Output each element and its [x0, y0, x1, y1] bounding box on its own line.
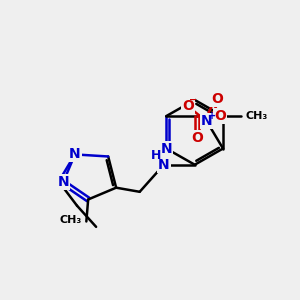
Text: −: − — [189, 95, 197, 105]
Text: CH₃: CH₃ — [60, 215, 82, 225]
Text: O: O — [182, 99, 194, 113]
Text: N: N — [69, 147, 81, 161]
Text: N: N — [57, 176, 69, 189]
Text: H: H — [150, 149, 161, 162]
Text: O: O — [191, 131, 203, 145]
Text: CH₃: CH₃ — [246, 111, 268, 121]
Text: O: O — [211, 92, 223, 106]
Text: +: + — [208, 110, 216, 121]
Text: O: O — [214, 109, 226, 123]
Text: N: N — [201, 114, 213, 128]
Text: N: N — [158, 158, 170, 172]
Text: N: N — [160, 142, 172, 155]
